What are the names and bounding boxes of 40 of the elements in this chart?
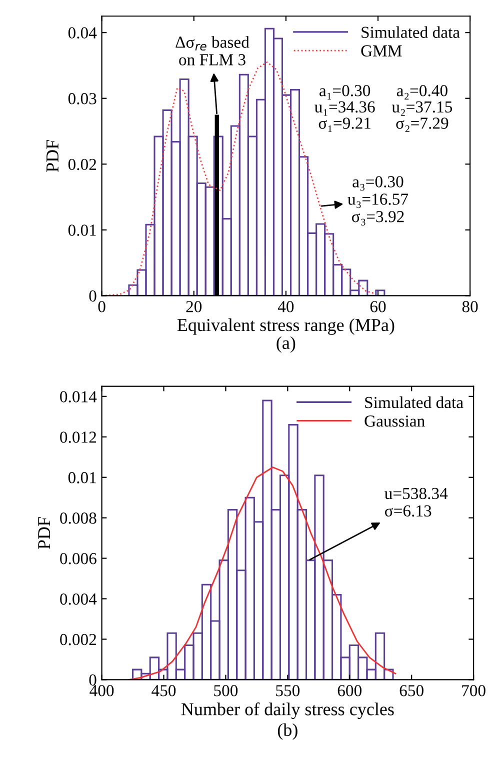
y-tick-label: 0 xyxy=(89,290,96,302)
legend-label: GMM xyxy=(361,45,402,57)
x-tick-label: 20 xyxy=(186,301,202,312)
x-axis-title: Number of daily stress cycles xyxy=(181,702,394,720)
x-tick-label: 700 xyxy=(462,685,486,696)
text: (a) xyxy=(276,336,296,353)
y-tick-label: 0.02 xyxy=(68,158,96,170)
y-tick-label: 0.006 xyxy=(60,552,96,564)
x-tick-label: 0 xyxy=(98,301,106,312)
x-tick-label: 450 xyxy=(152,685,176,696)
annotation: a₂=0.40 u₂=37.15 σ₂=7.29 xyxy=(392,85,452,132)
x-tick-label: 650 xyxy=(400,685,424,696)
annotation: u=538.34 σ=6.13 xyxy=(384,488,448,517)
annotation: a₁=0.30 u₁=34.36 σ₁=9.21 xyxy=(314,85,375,132)
legend-label: Gaussian xyxy=(364,415,425,427)
x-tick-label: 500 xyxy=(214,685,238,696)
y-tick-label: 0.014 xyxy=(60,391,97,402)
y-tick-label: 0.008 xyxy=(60,512,96,524)
y-axis-title: PDF xyxy=(38,517,50,550)
legend-label: Simulated data xyxy=(365,396,464,408)
y-tick-label: 0.002 xyxy=(60,634,96,646)
text: (b) xyxy=(278,723,298,740)
x-tick-label: 60 xyxy=(370,301,386,312)
annotation: Δσ$_{re}$ based on FLM 3 xyxy=(176,36,250,66)
y-tick-label: 0.01 xyxy=(68,472,96,484)
x-tick-label: 400 xyxy=(90,685,114,696)
y-tick-label: 0 xyxy=(89,674,96,686)
y-tick-label: 0.03 xyxy=(68,93,96,104)
y-tick-label: 0.04 xyxy=(68,27,97,39)
y-axis-title: PDF xyxy=(46,140,58,172)
annotation: a₃=0.30 u₃=16.57 σ₃=3.92 xyxy=(348,176,408,226)
x-tick-label: 550 xyxy=(276,685,300,696)
x-axis-title: Equivalent stress range (MPa) xyxy=(177,318,394,335)
x-tick-label: 40 xyxy=(278,301,294,312)
x-tick-label: 80 xyxy=(462,301,478,312)
legend-label: Simulated data xyxy=(362,26,460,38)
y-tick-label: 0.012 xyxy=(60,432,96,443)
y-tick-label: 0.01 xyxy=(68,224,96,236)
y-tick-label: 0.004 xyxy=(60,593,97,605)
x-tick-label: 600 xyxy=(338,685,362,696)
